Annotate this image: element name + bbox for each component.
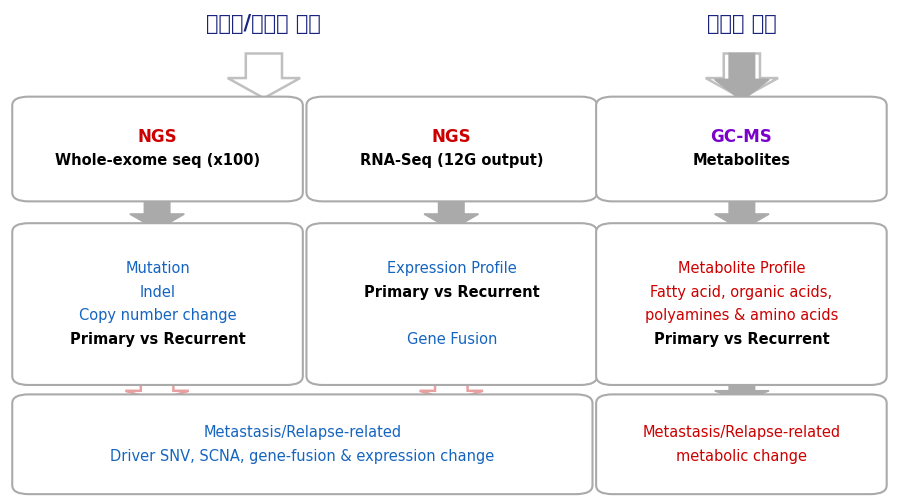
FancyBboxPatch shape	[12, 97, 303, 202]
Text: GC-MS: GC-MS	[711, 128, 773, 146]
Text: Primary vs Recurrent: Primary vs Recurrent	[364, 284, 539, 300]
Polygon shape	[228, 53, 301, 98]
FancyBboxPatch shape	[597, 223, 887, 385]
FancyBboxPatch shape	[306, 223, 597, 385]
Polygon shape	[424, 195, 479, 230]
FancyBboxPatch shape	[12, 394, 593, 494]
Text: polyamines & amino acids: polyamines & amino acids	[645, 308, 838, 323]
Text: Driver SNV, SCNA, gene-fusion & expression change: Driver SNV, SCNA, gene-fusion & expressi…	[110, 449, 495, 464]
Text: Expression Profile: Expression Profile	[387, 261, 517, 276]
FancyBboxPatch shape	[597, 394, 887, 494]
FancyBboxPatch shape	[306, 97, 597, 202]
FancyBboxPatch shape	[12, 223, 303, 385]
Text: Metabolite Profile: Metabolite Profile	[677, 261, 805, 276]
Text: Metastasis/Relapse-related: Metastasis/Relapse-related	[642, 425, 841, 440]
Polygon shape	[130, 195, 184, 230]
Text: 유전체/전사체 분석: 유전체/전사체 분석	[205, 14, 321, 34]
Text: Primary vs Recurrent: Primary vs Recurrent	[70, 332, 245, 347]
Polygon shape	[715, 195, 769, 230]
FancyBboxPatch shape	[597, 97, 887, 202]
Text: Metabolites: Metabolites	[693, 153, 790, 169]
Polygon shape	[706, 53, 778, 98]
Text: Whole-exome seq (x100): Whole-exome seq (x100)	[55, 153, 260, 169]
Text: NGS: NGS	[138, 128, 177, 146]
Text: metabolic change: metabolic change	[676, 449, 807, 464]
Text: 대사체 분석: 대사체 분석	[707, 14, 776, 34]
Polygon shape	[715, 53, 769, 101]
Text: NGS: NGS	[432, 128, 471, 146]
Text: Metastasis/Relapse-related: Metastasis/Relapse-related	[203, 425, 401, 440]
Text: Gene Fusion: Gene Fusion	[407, 332, 497, 347]
Polygon shape	[125, 379, 189, 401]
Polygon shape	[419, 379, 483, 401]
Text: Indel: Indel	[140, 284, 175, 300]
Text: Primary vs Recurrent: Primary vs Recurrent	[654, 332, 829, 347]
Text: RNA-Seq (12G output): RNA-Seq (12G output)	[360, 153, 544, 169]
Polygon shape	[715, 379, 769, 401]
Text: Copy number change: Copy number change	[79, 308, 236, 323]
Text: Mutation: Mutation	[125, 261, 190, 276]
Text: Fatty acid, organic acids,: Fatty acid, organic acids,	[650, 284, 833, 300]
